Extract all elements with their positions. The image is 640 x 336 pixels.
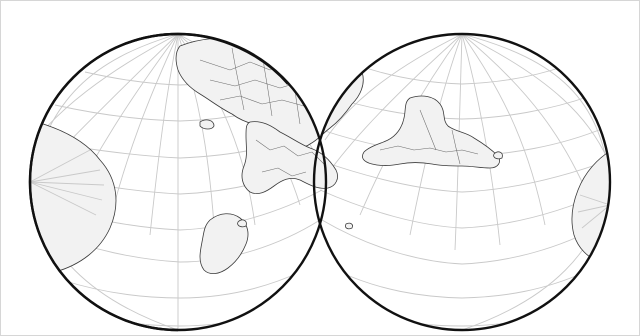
left-lobe-outline — [28, 32, 328, 332]
island-3 — [279, 293, 289, 302]
landmass-east-continent — [362, 95, 500, 169]
graticule-right — [317, 34, 610, 330]
landmass-antarctica-west — [30, 119, 117, 277]
right-lobe-outline — [312, 32, 612, 332]
antarctic-rays — [30, 149, 610, 229]
landmass-south — [199, 213, 249, 274]
island-2 — [345, 222, 353, 230]
island-5 — [237, 219, 247, 228]
island-4 — [493, 151, 503, 160]
island-1 — [199, 119, 215, 130]
